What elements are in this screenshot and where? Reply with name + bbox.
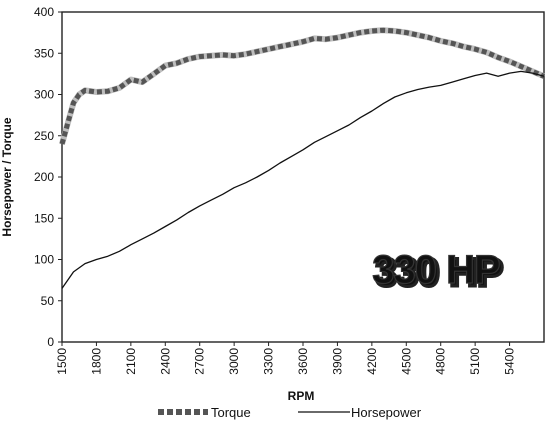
x-tick-label: 2400 (158, 348, 172, 375)
x-tick-label: 3900 (330, 348, 344, 375)
x-tick-label: 3300 (262, 348, 276, 375)
y-tick-label: 150 (34, 211, 54, 225)
hp-badge-text: 330 HP (372, 248, 500, 292)
x-tick-label: 2100 (124, 348, 138, 375)
series-layer (59, 27, 546, 289)
series-horsepower (61, 70, 545, 289)
x-tick-label: 4800 (434, 348, 448, 375)
x-tick-label: 3000 (227, 348, 241, 375)
y-tick-label: 100 (34, 253, 54, 267)
plot-area (61, 11, 545, 343)
series-torque (59, 27, 546, 145)
series-line-horsepower (61, 70, 545, 289)
x-tick-label: 4500 (399, 348, 413, 375)
hp-badge: 330 HP 330 HP (372, 247, 506, 296)
legend-label-torque: Torque (211, 405, 251, 420)
y-tick-label: 50 (41, 294, 55, 308)
legend: Torque Horsepower (158, 405, 422, 420)
x-tick-label: 1800 (89, 348, 103, 375)
x-tick-label: 5400 (503, 348, 517, 375)
x-tick-label: 2700 (193, 348, 207, 375)
y-tick-label: 0 (47, 335, 54, 349)
x-axis-title: RPM (288, 389, 315, 403)
y-tick-label: 200 (34, 170, 54, 184)
x-tick-label: 3600 (296, 348, 310, 375)
y-tick-label: 400 (34, 5, 54, 19)
x-axis: 1500 1800 2100 2400 2700 3000 3300 3600 3900 4200… (55, 342, 517, 375)
x-tick-label: 4200 (365, 348, 379, 375)
y-tick-label: 300 (34, 88, 54, 102)
hp-badge-shadow: 330 HP (375, 251, 503, 295)
x-tick-label: 5100 (468, 348, 482, 375)
series-line-torque (59, 27, 545, 145)
y-axis-title: Horsepower / Torque (0, 117, 14, 236)
x-tick-label: 1500 (55, 348, 69, 375)
legend-label-horsepower: Horsepower (351, 405, 422, 420)
legend-item-torque: Torque (158, 405, 251, 420)
y-tick-label: 250 (34, 129, 54, 143)
y-axis: 0 50 100 150 200 250 300 350 400 (34, 5, 62, 349)
legend-item-horsepower: Horsepower (298, 405, 422, 420)
y-tick-label: 350 (34, 46, 54, 60)
